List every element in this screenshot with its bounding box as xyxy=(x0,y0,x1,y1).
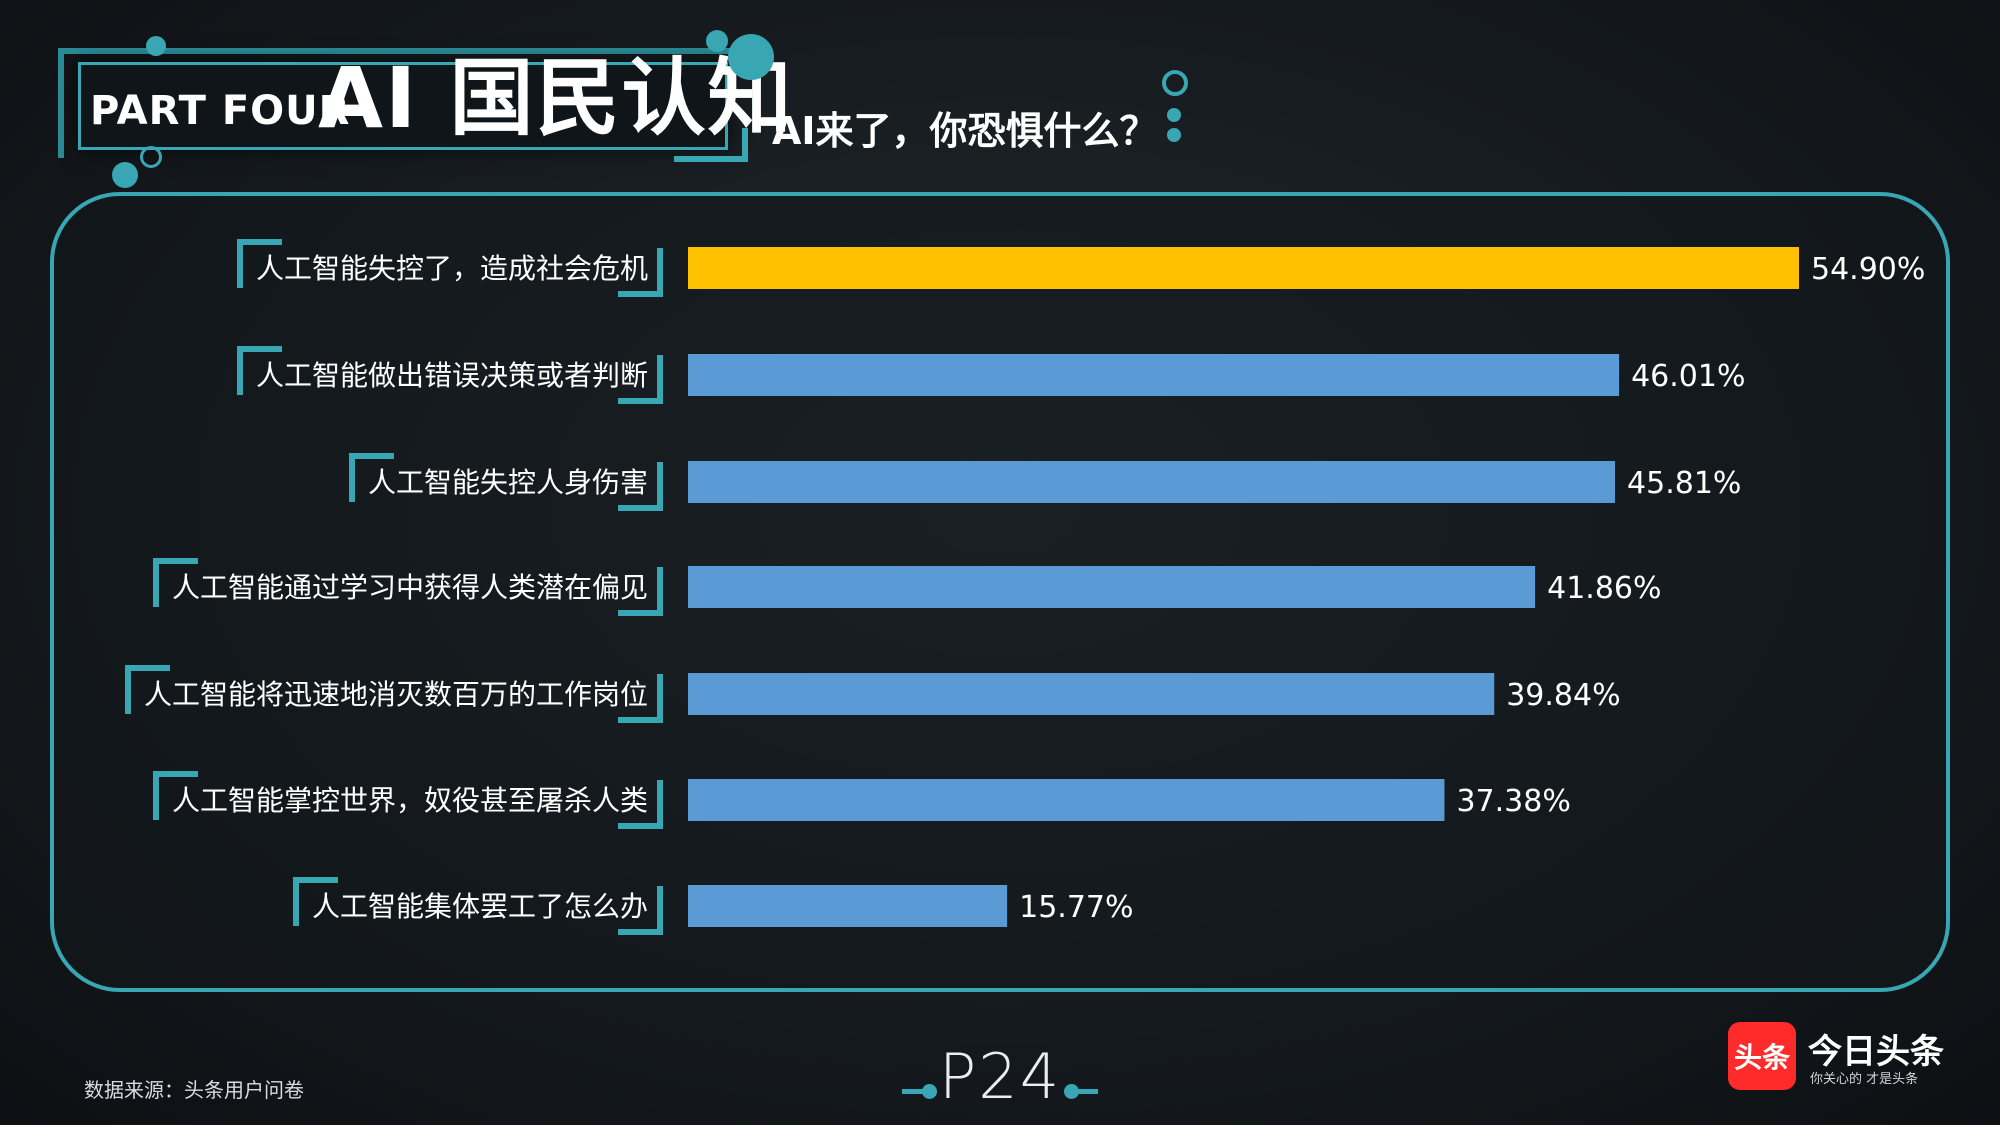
brand-name: 今日头条 xyxy=(1808,1032,1944,1072)
category-label: 人工智能掌控世界，奴役甚至屠杀人类 xyxy=(172,784,648,817)
bar xyxy=(688,566,1536,608)
label-bracket-right xyxy=(618,248,663,297)
label-bracket-right xyxy=(618,355,663,404)
label-bracket-right xyxy=(618,462,663,511)
bar-value-label: 15.77% xyxy=(1019,890,1133,925)
bar xyxy=(688,461,1616,503)
page-number-line-left xyxy=(902,1089,932,1094)
label-bracket-right xyxy=(618,567,663,616)
bar-value-label: 54.90% xyxy=(1811,252,1925,287)
bar xyxy=(688,247,1799,289)
bar-value-label: 37.38% xyxy=(1456,784,1570,819)
decor-ring xyxy=(140,146,162,168)
brand-logo-icon: 头条 xyxy=(1728,1022,1796,1090)
section-title: AI 国民认知 xyxy=(318,49,794,147)
decor-dot xyxy=(706,30,728,52)
header-frame-corner xyxy=(674,128,748,162)
label-bracket-left xyxy=(236,346,282,395)
bar xyxy=(688,779,1445,821)
label-bracket-right xyxy=(618,780,663,829)
decor-dot xyxy=(112,162,138,188)
decor-dot xyxy=(1167,128,1181,142)
subtitle: AI来了，你恐惧什么？ xyxy=(772,109,1158,153)
decor-dot xyxy=(1167,108,1181,122)
category-label: 人工智能将迅速地消灭数百万的工作岗位 xyxy=(144,678,648,711)
label-bracket-right xyxy=(618,886,663,935)
category-label: 人工智能通过学习中获得人类潜在偏见 xyxy=(172,571,648,604)
label-bracket-left xyxy=(152,558,198,607)
bar-value-label: 46.01% xyxy=(1631,359,1745,394)
label-bracket-left xyxy=(152,771,198,820)
bar-value-label: 41.86% xyxy=(1547,571,1661,606)
page-number: P24 xyxy=(938,1040,1062,1113)
bar xyxy=(688,354,1620,396)
label-bracket-right xyxy=(618,674,663,723)
decor-dot xyxy=(728,34,774,80)
brand-slogan: 你关心的 才是头条 xyxy=(1810,1072,1919,1087)
category-label: 人工智能失控了，造成社会危机 xyxy=(256,252,648,285)
decor-ring xyxy=(1162,70,1188,96)
page-number-dot-left xyxy=(922,1084,937,1099)
page-number-dot-right xyxy=(1064,1084,1079,1099)
bar-value-label: 45.81% xyxy=(1627,466,1741,501)
decor-dot xyxy=(146,36,166,56)
bar xyxy=(688,673,1495,715)
label-bracket-left xyxy=(348,453,394,502)
category-label: 人工智能集体罢工了怎么办 xyxy=(312,890,648,923)
bar xyxy=(688,885,1008,927)
label-bracket-left xyxy=(236,239,282,288)
part-label: PART FOUR xyxy=(90,88,351,134)
category-label: 人工智能做出错误决策或者判断 xyxy=(256,359,648,392)
header-frame xyxy=(78,62,728,150)
page-number-line-right xyxy=(1074,1089,1098,1094)
label-bracket-left xyxy=(124,665,170,714)
header-frame-back xyxy=(58,48,733,158)
label-bracket-left xyxy=(292,877,338,926)
category-label: 人工智能失控人身伤害 xyxy=(368,466,648,499)
data-source: 数据来源：头条用户问卷 xyxy=(84,1078,304,1102)
bar-value-label: 39.84% xyxy=(1506,678,1620,713)
